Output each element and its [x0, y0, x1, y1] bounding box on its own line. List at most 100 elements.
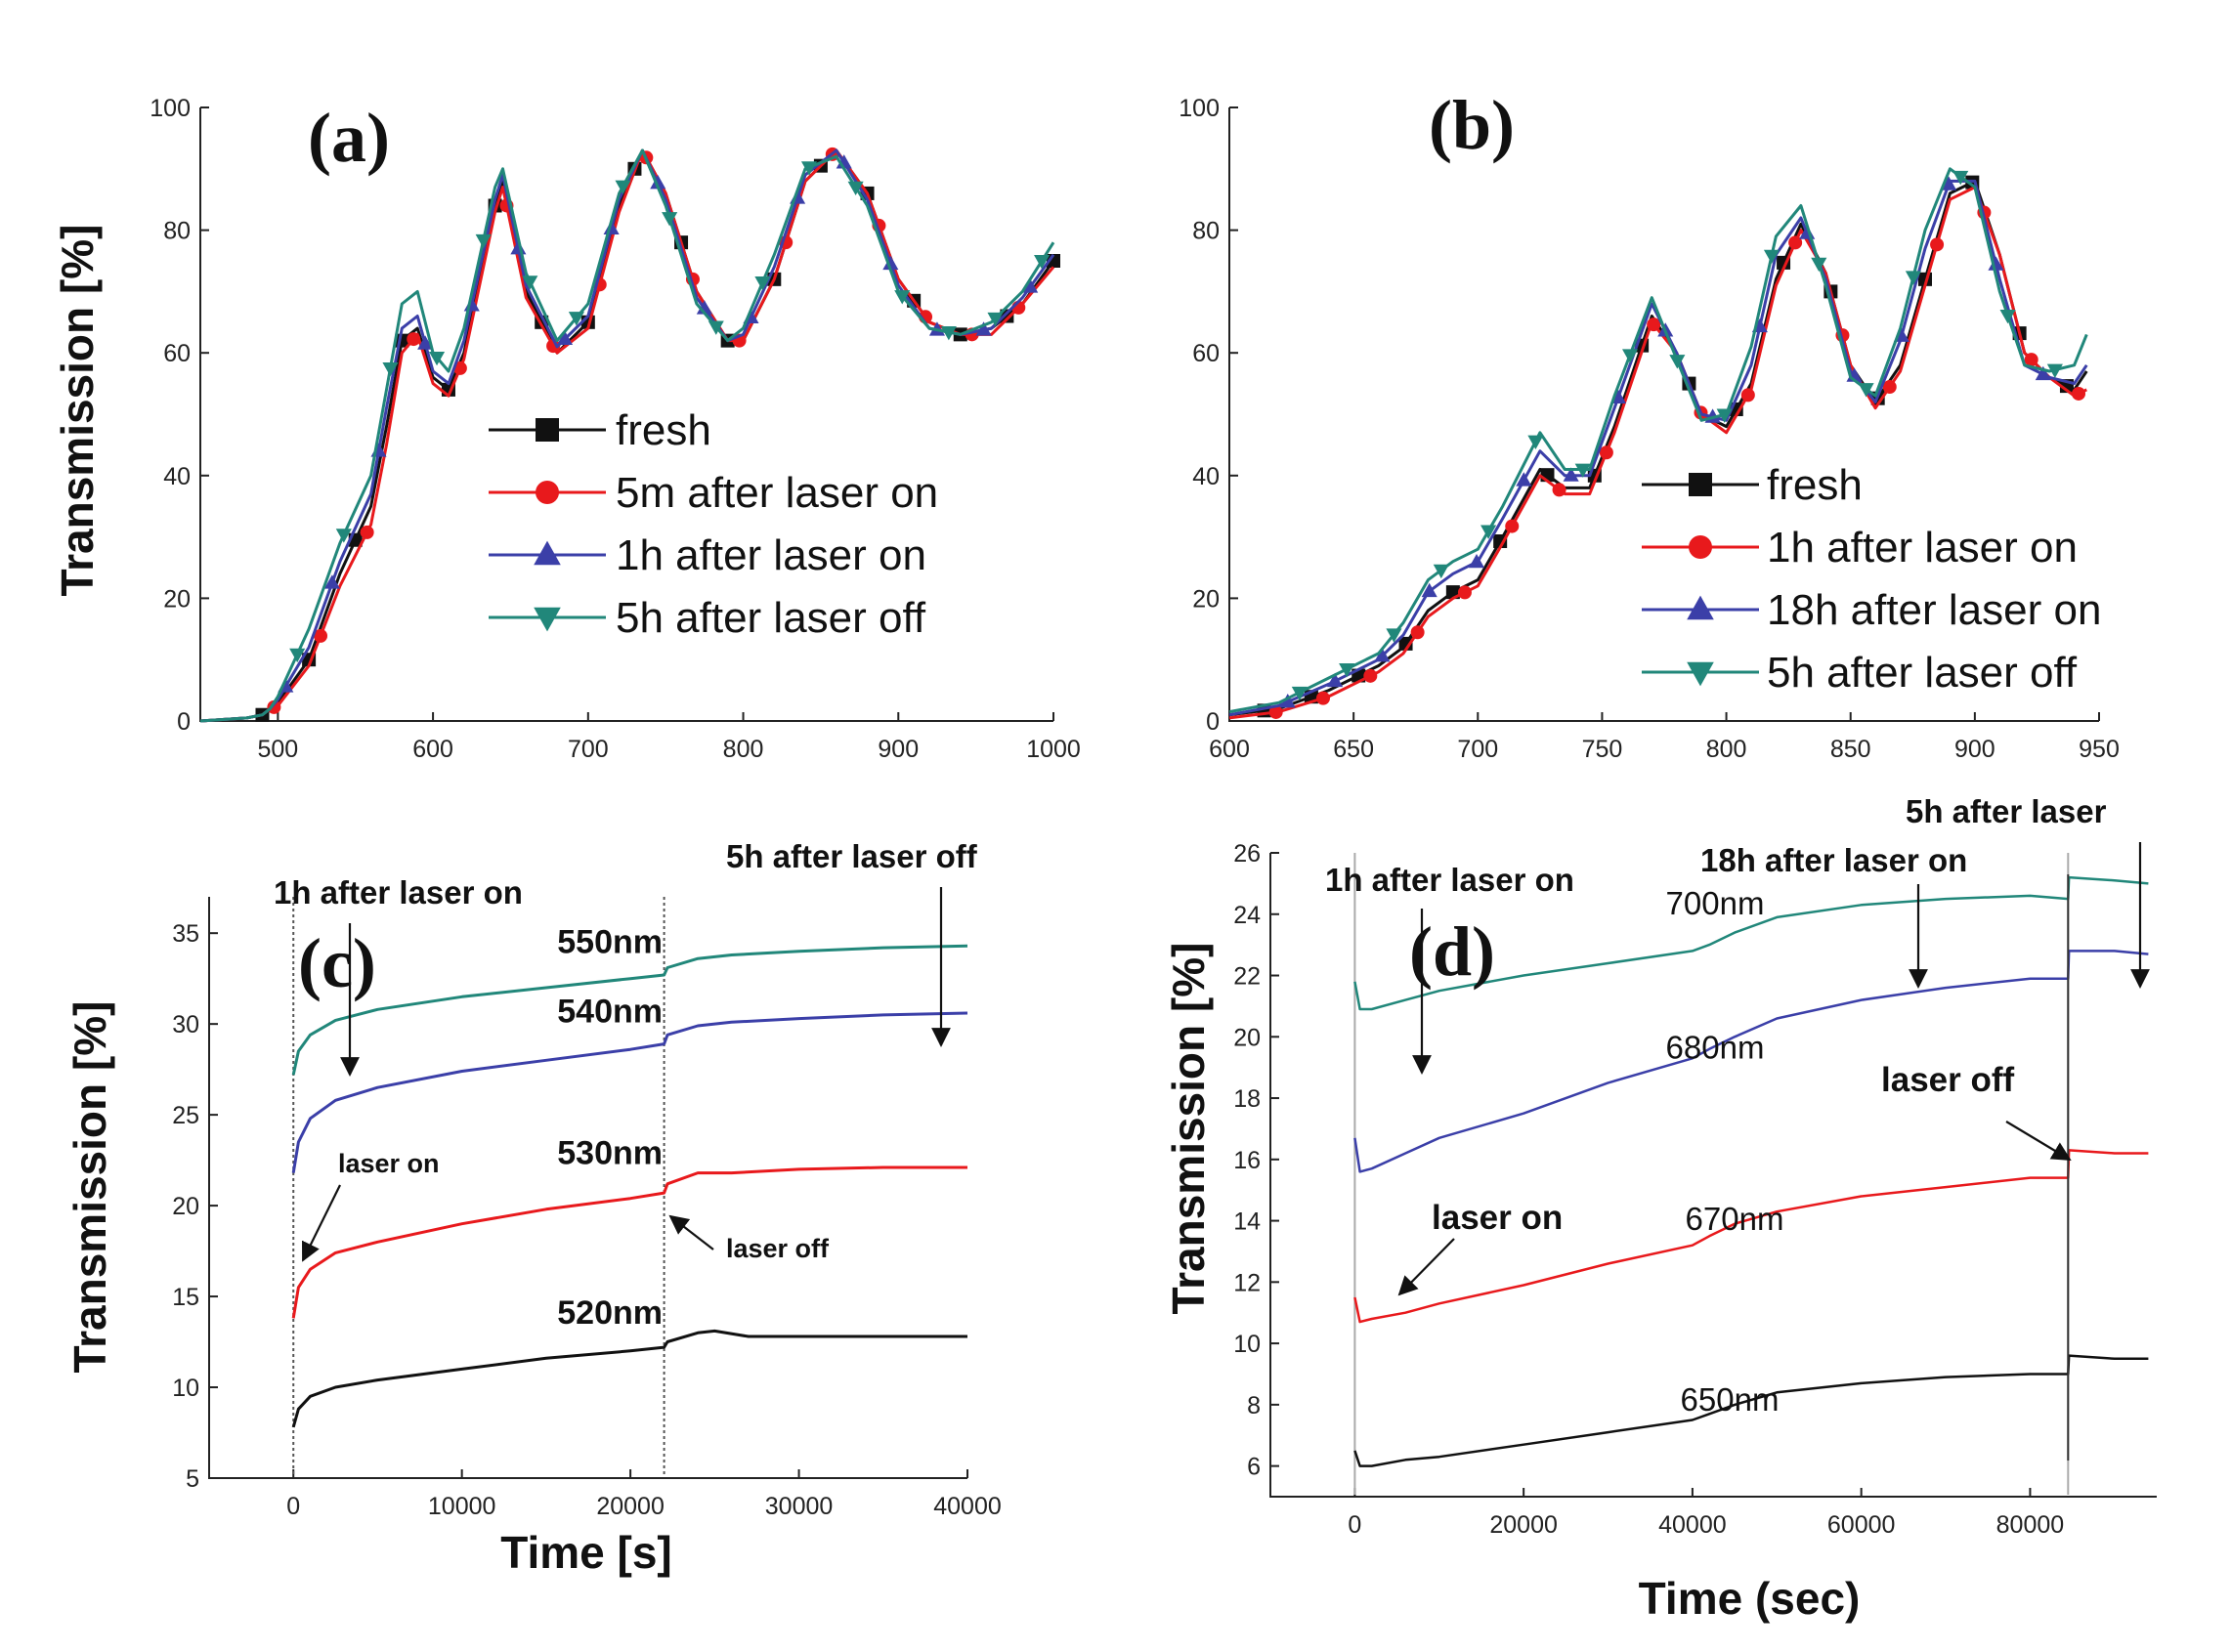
- legend-label: 1h after laser on: [1767, 524, 2078, 572]
- legend-marker: [1689, 535, 1712, 559]
- data-point: [1363, 668, 1378, 683]
- y-tick-label: 26: [1233, 840, 1261, 868]
- data-point: [847, 181, 864, 196]
- annotation-text: laser on: [1432, 1199, 1563, 1237]
- annotation-text: 1h after laser on: [274, 874, 523, 911]
- y-tick-label: 16: [1233, 1147, 1261, 1174]
- panel-label: (d): [1409, 912, 1495, 991]
- panel-label: (b): [1429, 86, 1515, 164]
- legend-marker: [1687, 661, 1714, 687]
- annotation-text: 1h after laser on: [1325, 862, 1574, 898]
- y-tick-label: 60: [163, 340, 191, 367]
- data-point: [323, 574, 340, 589]
- data-point: [556, 330, 574, 346]
- y-tick-label: 40: [163, 463, 191, 490]
- series-line-5h-after-laser-off: [1228, 167, 2088, 714]
- legend-label: 5h after laser off: [1767, 649, 2078, 697]
- data-point: [975, 321, 992, 336]
- legend-marker: [534, 540, 561, 566]
- x-tick-label: 0: [286, 1493, 300, 1520]
- series-label: 650nm: [1681, 1381, 1780, 1418]
- x-tick-label: 10000: [428, 1493, 496, 1520]
- data-point: [1480, 525, 1497, 539]
- data-point: [1574, 463, 1591, 478]
- data-point: [650, 175, 666, 190]
- data-point: [1763, 249, 1781, 265]
- data-point: [289, 648, 306, 663]
- x-tick-label: 600: [1209, 736, 1250, 763]
- data-point: [940, 326, 957, 341]
- y-tick-label: 18: [1233, 1085, 1261, 1113]
- data-point: [708, 320, 724, 335]
- series-line-18h-after-laser-on: [1228, 179, 2088, 717]
- y-tick-label: 5: [186, 1465, 199, 1493]
- series-line-fresh: [1228, 179, 2088, 717]
- data-point: [1505, 519, 1520, 533]
- y-tick-label: 10: [1233, 1331, 1261, 1358]
- series-line-550nm: [291, 944, 968, 1076]
- y-tick-label: 0: [1206, 708, 1220, 736]
- legend-marker: [536, 481, 559, 504]
- y-tick-label: 100: [150, 95, 191, 122]
- panel-c: 5 10 15 20 25 30 35 0 10000 20000 30000 40000 (c) Tra…: [64, 838, 1002, 1578]
- panel-label: (c): [298, 924, 376, 1002]
- y-axis-title: Transmission [%]: [52, 225, 103, 597]
- data-point: [1716, 408, 1733, 423]
- series-label: 670nm: [1686, 1201, 1784, 1237]
- x-tick-label: 850: [1830, 736, 1871, 763]
- series-label: 680nm: [1666, 1029, 1765, 1065]
- data-point: [754, 276, 771, 291]
- x-tick-label: 700: [1457, 736, 1498, 763]
- legend-label: 18h after laser on: [1767, 586, 2101, 634]
- annotation-arrow: [668, 1214, 714, 1250]
- x-tick-label: 900: [878, 736, 919, 763]
- y-tick-label: 22: [1233, 963, 1261, 991]
- data-point: [1386, 628, 1402, 643]
- data-point: [314, 628, 328, 643]
- annotation-arrow: [1397, 1238, 1455, 1296]
- data-point: [1410, 625, 1425, 640]
- data-point: [1421, 582, 1437, 598]
- data-point: [987, 312, 1004, 327]
- data-point: [2024, 353, 2038, 367]
- x-tick-label: 950: [2079, 736, 2120, 763]
- data-point: [417, 335, 434, 350]
- y-tick-label: 0: [177, 708, 191, 736]
- y-tick-label: 10: [172, 1375, 199, 1402]
- y-tick-label: 100: [1179, 95, 1220, 122]
- x-tick-label: 60000: [1827, 1511, 1896, 1539]
- x-tick-label: 700: [568, 736, 609, 763]
- y-tick-label: 25: [172, 1102, 199, 1129]
- data-point: [1669, 355, 1686, 369]
- data-point: [1268, 704, 1283, 719]
- data-point: [1999, 309, 2016, 324]
- data-point: [615, 180, 631, 194]
- series-line-530nm: [291, 1165, 967, 1319]
- x-tick-label: 900: [1954, 736, 1995, 763]
- data-point: [1339, 662, 1355, 678]
- data-point: [1882, 380, 1897, 395]
- y-tick-label: 60: [1192, 340, 1220, 367]
- annotation-text: laser off: [1881, 1061, 2014, 1099]
- data-point: [882, 255, 899, 271]
- annotation-arrow: [302, 1184, 341, 1262]
- legend-marker: [536, 418, 559, 442]
- y-tick-label: 35: [172, 920, 199, 948]
- legend-label: 5h after laser off: [616, 594, 926, 642]
- series-line-520nm: [291, 1329, 967, 1428]
- data-point: [335, 529, 352, 543]
- data-point: [1279, 694, 1296, 708]
- y-tick-label: 6: [1247, 1454, 1261, 1481]
- x-tick-label: 40000: [1658, 1511, 1727, 1539]
- y-tick-label: 20: [1192, 585, 1220, 613]
- legend-marker: [1689, 473, 1712, 496]
- series-label: 530nm: [557, 1134, 663, 1171]
- annotation-text: laser off: [726, 1234, 830, 1263]
- annotation-text: 5h after laser: [1906, 793, 2107, 829]
- data-point: [894, 290, 911, 305]
- data-point: [1468, 553, 1485, 569]
- x-axis-title: Time (sec): [1639, 1573, 1861, 1624]
- x-axis-title: Time [s]: [500, 1527, 672, 1578]
- legend-label: fresh: [1767, 461, 1863, 509]
- data-point: [1905, 271, 1921, 285]
